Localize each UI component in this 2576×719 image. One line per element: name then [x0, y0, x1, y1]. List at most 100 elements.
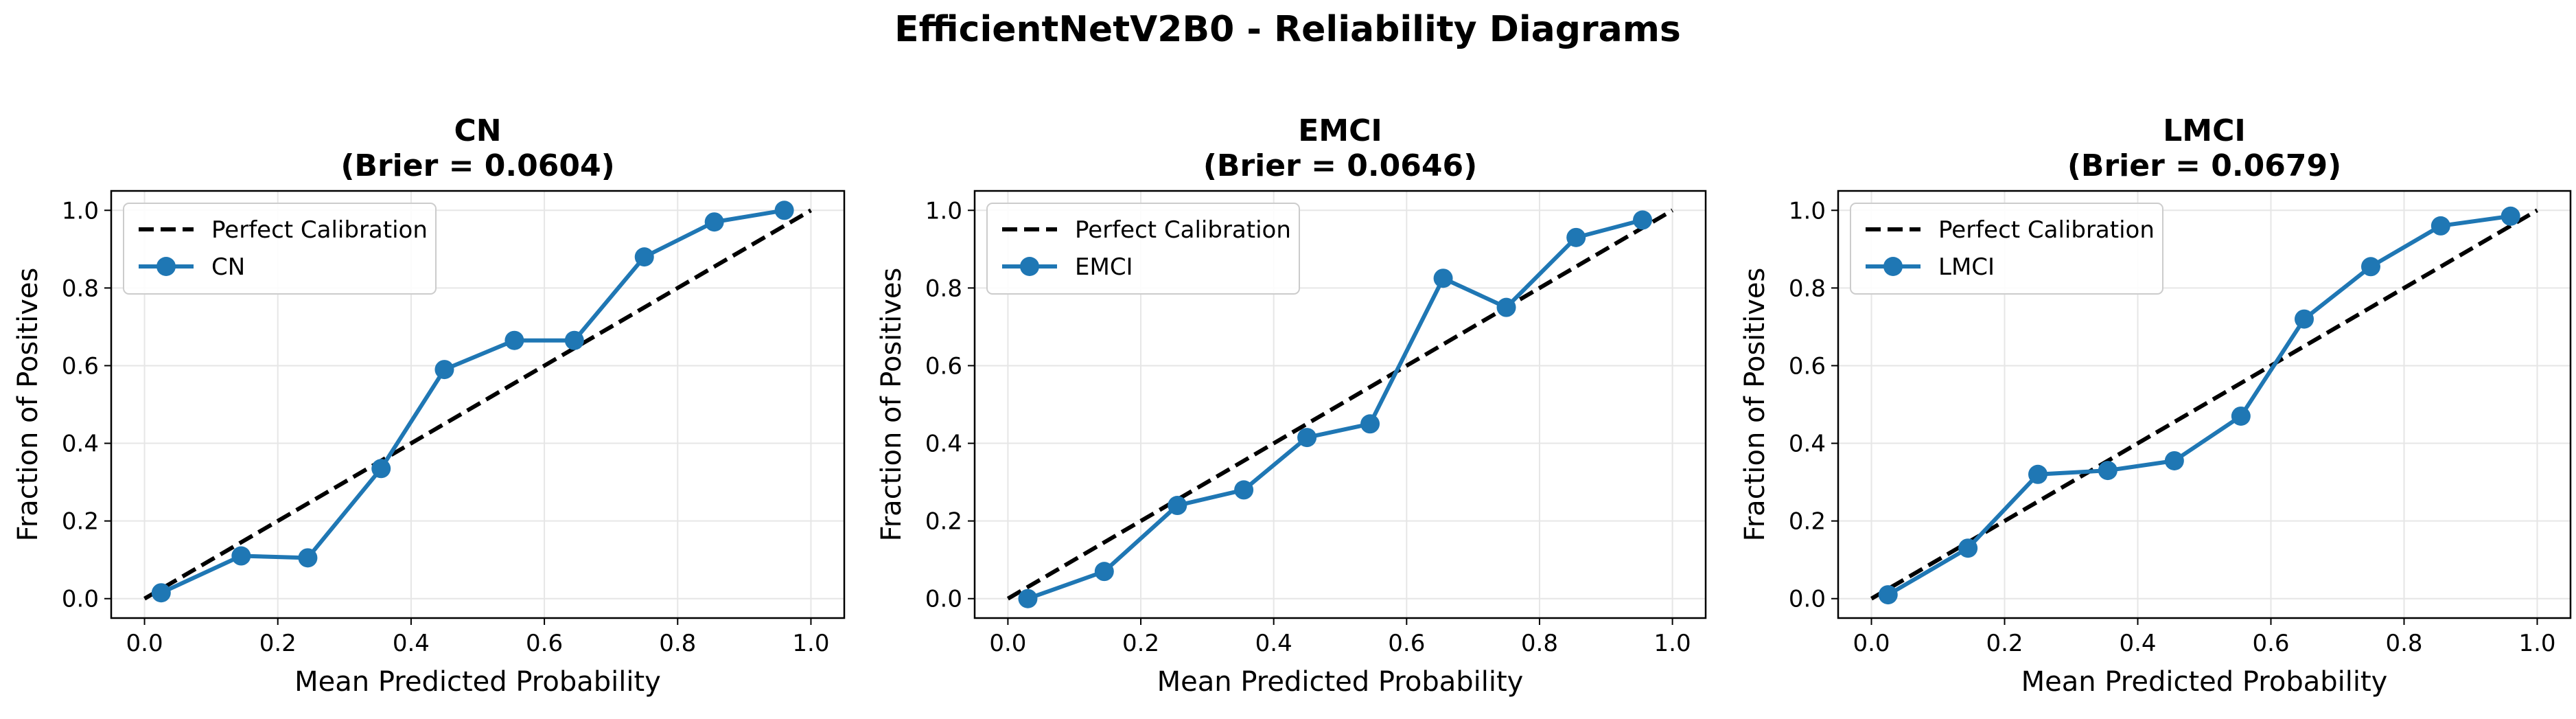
data-point	[2231, 406, 2251, 426]
data-point	[1360, 414, 1380, 434]
x-tick-label: 0.4	[2119, 630, 2156, 657]
chart-panel-lmci: LMCI(Brier = 0.0679)0.0 0.2 0.4 0.6 0.8 1.00.…	[1739, 113, 2572, 698]
data-point	[1018, 589, 1038, 608]
x-tick-label: 0.8	[1521, 630, 1558, 657]
data-point	[2295, 309, 2314, 329]
data-point	[634, 247, 654, 267]
y-tick-label: 1.0	[925, 197, 962, 225]
legend-swatch-series-marker	[1883, 257, 1903, 276]
x-tick-label: 0.6	[1388, 630, 1425, 657]
x-tick-label: 0.8	[659, 630, 696, 657]
data-point	[2164, 450, 2184, 470]
data-point	[2098, 461, 2117, 481]
x-axis-label: Mean Predicted Probability	[2021, 666, 2388, 698]
y-axis-label: Fraction of Positives	[12, 268, 44, 542]
x-axis-label: Mean Predicted Probability	[1157, 666, 1524, 698]
data-point	[1496, 297, 1516, 317]
x-tick-label: 0.0	[1853, 630, 1890, 657]
legend-label-series: CN	[211, 253, 245, 281]
y-axis-label: Fraction of Positives	[876, 268, 907, 542]
series-line-cn	[160, 208, 785, 595]
y-tick-label: 0.6	[925, 352, 962, 380]
x-tick-label: 0.0	[989, 630, 1026, 657]
y-tick-label: 0.6	[62, 352, 99, 380]
axes-frame	[973, 190, 1707, 619]
data-point	[2500, 206, 2520, 226]
data-point	[1094, 562, 1114, 582]
axes-frame	[1837, 190, 2572, 619]
perfect-calibration-line	[1870, 208, 2539, 601]
data-point	[231, 546, 251, 566]
x-axis-label: Mean Predicted Probability	[294, 666, 661, 698]
chart-subtitle: (Brier = 0.0679)	[2067, 148, 2341, 183]
data-point	[1633, 210, 1653, 230]
legend-swatch-series-marker	[156, 257, 176, 276]
chart-title: CN	[454, 113, 501, 148]
data-point	[2361, 257, 2380, 277]
legend-label-series: EMCI	[1075, 253, 1133, 281]
x-tick-label: 0.0	[126, 630, 163, 657]
y-tick-label: 0.2	[62, 508, 99, 536]
y-tick-label: 0.8	[925, 275, 962, 302]
legend-label-series: LMCI	[1938, 253, 1995, 281]
x-tick-label: 1.0	[2518, 630, 2555, 657]
chart-panel-emci: EMCI(Brier = 0.0646)0.0 0.2 0.4 0.6 0.8 1.00.…	[876, 113, 1707, 698]
data-point	[2430, 216, 2450, 236]
data-point	[774, 201, 794, 220]
data-point	[151, 583, 171, 603]
x-tick-label: 0.2	[1986, 630, 2023, 657]
y-tick-label: 1.0	[1789, 197, 1826, 225]
legend-box	[1850, 203, 2163, 295]
data-point	[504, 330, 524, 350]
y-tick-label: 0.4	[925, 431, 962, 458]
data-point	[1958, 538, 1978, 558]
data-point	[298, 548, 318, 568]
data-point	[434, 360, 454, 380]
x-tick-label: 0.6	[526, 630, 563, 657]
data-point	[371, 459, 391, 479]
y-tick-label: 0.4	[62, 431, 99, 458]
chart-subtitle: (Brier = 0.0604)	[340, 148, 614, 183]
chart-title: EMCI	[1298, 113, 1382, 148]
y-tick-label: 0.0	[925, 586, 962, 613]
legend-box	[123, 203, 437, 295]
legend-label-reference: Perfect Calibration	[1075, 216, 1291, 244]
y-tick-label: 0.2	[925, 508, 962, 536]
x-tick-label: 0.4	[393, 630, 430, 657]
perfect-calibration-line	[143, 208, 812, 601]
legend-swatch-series-marker	[1020, 257, 1039, 276]
x-tick-label: 1.0	[1654, 630, 1691, 657]
chart-subtitle: (Brier = 0.0646)	[1203, 148, 1477, 183]
data-point	[1297, 428, 1317, 448]
x-tick-label: 0.4	[1255, 630, 1292, 657]
legend-label-reference: Perfect Calibration	[1938, 216, 2155, 244]
chart-title: LMCI	[2163, 113, 2245, 148]
data-point	[1878, 585, 1898, 605]
x-tick-label: 0.2	[259, 630, 297, 657]
x-tick-label: 0.6	[2252, 630, 2289, 657]
y-tick-label: 1.0	[62, 197, 99, 225]
series-line-lmci	[1887, 214, 2511, 597]
x-tick-label: 0.2	[1122, 630, 1159, 657]
data-point	[2028, 464, 2047, 484]
x-tick-label: 1.0	[792, 630, 829, 657]
data-point	[1433, 269, 1453, 288]
y-tick-label: 0.0	[62, 586, 99, 613]
y-tick-label: 0.0	[1789, 586, 1826, 613]
perfect-calibration-line	[1006, 208, 1674, 601]
data-point	[1234, 480, 1254, 500]
y-tick-label: 0.2	[1789, 508, 1826, 536]
axes-frame	[110, 190, 846, 619]
data-point	[564, 330, 584, 350]
legend-box	[986, 203, 1300, 295]
figure-title: EfficientNetV2B0 - Reliability Diagrams	[894, 9, 1681, 50]
x-tick-label: 0.8	[2385, 630, 2422, 657]
y-tick-label: 0.4	[1789, 431, 1826, 458]
y-tick-label: 0.8	[62, 275, 99, 302]
data-point	[1168, 496, 1187, 516]
y-axis-label: Fraction of Positives	[1739, 268, 1771, 542]
y-tick-label: 0.8	[1789, 275, 1826, 302]
chart-panel-cn: CN(Brier = 0.0604)0.0 0.2 0.4 0.6 0.8 1.00.00…	[12, 113, 846, 698]
